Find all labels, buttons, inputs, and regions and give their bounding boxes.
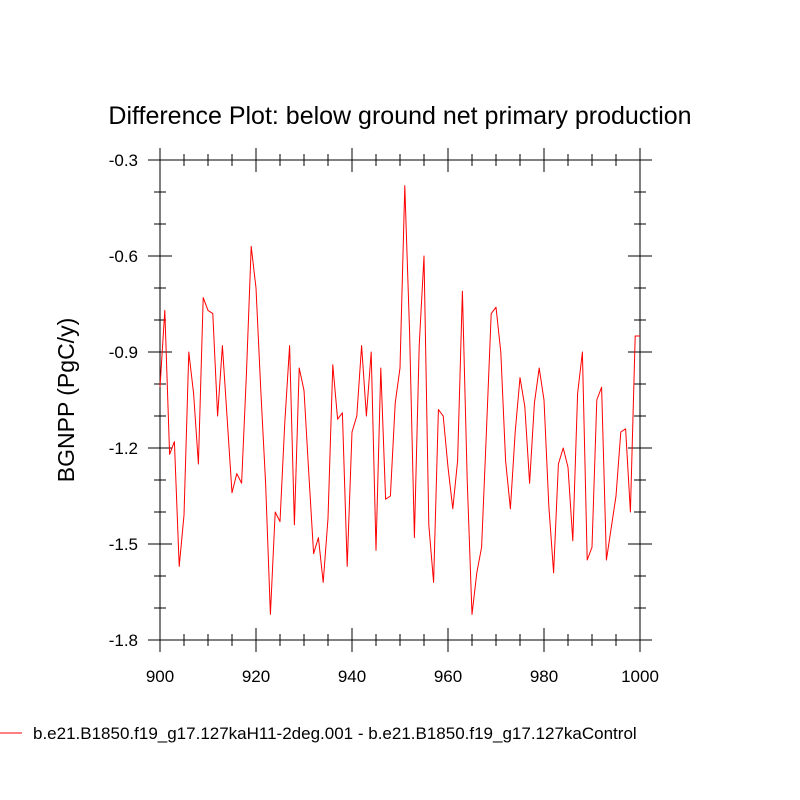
plot-frame (159, 159, 641, 641)
x-tick-label: 900 (146, 667, 174, 686)
y-tick-label: -0.6 (109, 247, 138, 266)
y-tick-label: -0.3 (109, 151, 138, 170)
axis-tick-labels: 900 920 940 960 980 1000 -1.8 -1.5 -1.2 -0.9 -0.6 -… (109, 151, 659, 686)
x-tick-label: 920 (242, 667, 270, 686)
y-tick-label: -0.9 (109, 343, 138, 362)
x-tick-label: 980 (530, 667, 558, 686)
x-tick-label: 960 (434, 667, 462, 686)
chart-title: Difference Plot: below ground net primar… (108, 102, 691, 130)
plot-border (159, 159, 641, 641)
series-line (159, 185, 640, 615)
series-group (159, 185, 640, 615)
axis-ticks (148, 148, 652, 652)
legend-label: b.e21.B1850.f19_g17.127kaH11-2deg.001 - … (33, 724, 637, 743)
y-tick-label: -1.2 (109, 439, 138, 458)
x-tick-label: 1000 (621, 667, 659, 686)
y-tick-label: -1.5 (109, 535, 138, 554)
y-axis-label: BGNPP (PgC/y) (53, 318, 79, 482)
legend: b.e21.B1850.f19_g17.127kaH11-2deg.001 - … (0, 724, 637, 743)
y-tick-label: -1.8 (109, 631, 138, 650)
x-tick-label: 940 (338, 667, 366, 686)
